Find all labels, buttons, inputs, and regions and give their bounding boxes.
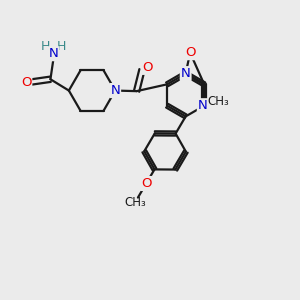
Text: H: H [57,40,66,53]
Text: N: N [49,47,58,60]
Text: O: O [21,76,31,89]
Text: CH₃: CH₃ [124,196,146,209]
Text: N: N [110,84,120,97]
Text: O: O [185,46,195,59]
Text: N: N [181,67,190,80]
Text: O: O [142,61,153,74]
Text: H: H [40,40,50,53]
Text: O: O [141,177,152,190]
Text: CH₃: CH₃ [208,94,230,108]
Text: N: N [198,99,208,112]
